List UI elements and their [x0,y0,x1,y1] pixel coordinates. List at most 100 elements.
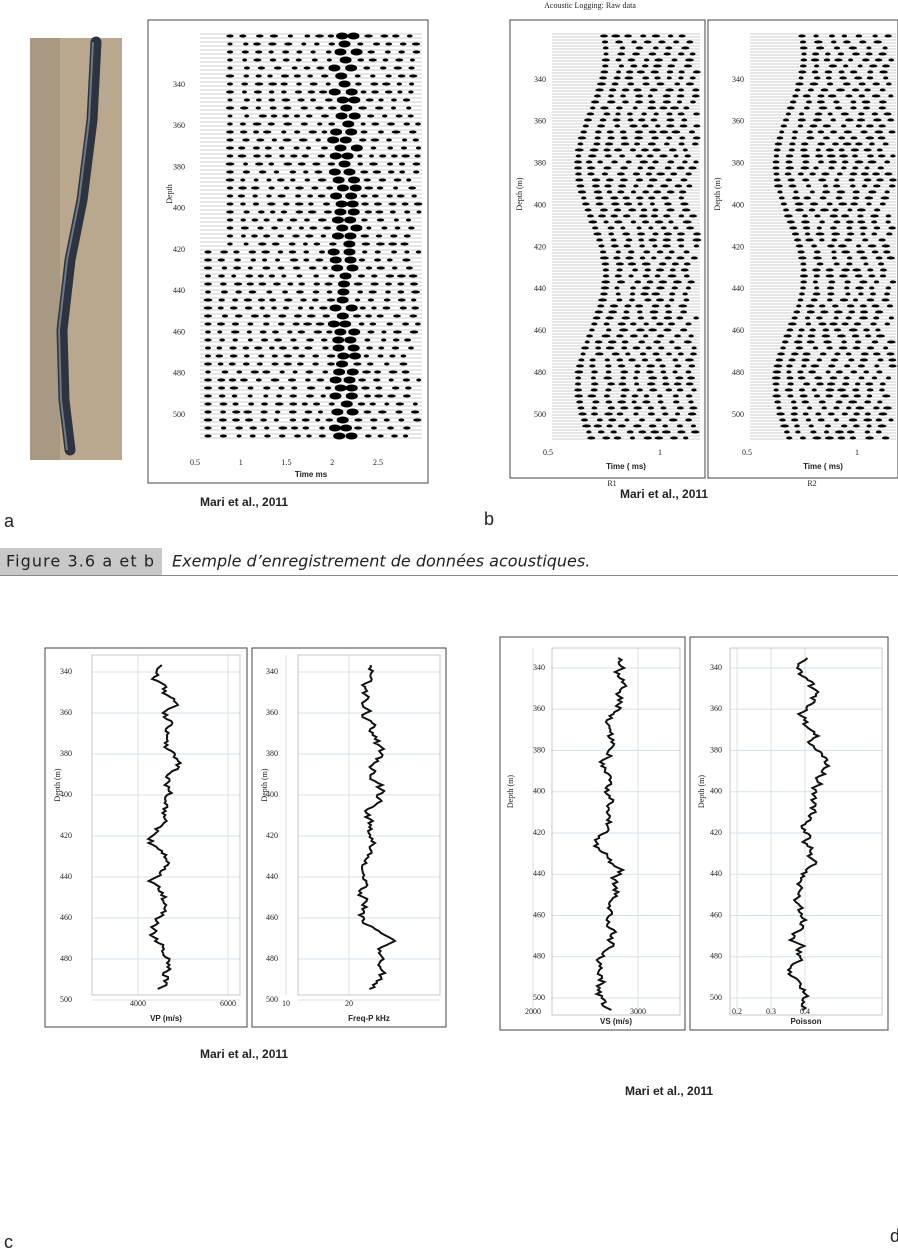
wavelet [204,322,212,326]
wavelet [678,244,685,248]
wavelet [600,70,609,74]
wavelet [786,436,793,440]
wavelet [293,74,302,78]
wavelet [605,178,614,182]
wavelet [661,196,669,200]
wavelet [261,402,268,406]
wavelet [693,112,700,116]
wavelet [344,256,357,264]
wavelet [797,376,806,380]
wavelet [372,170,382,174]
y-tick-label: 380 [534,159,546,168]
wavelet [240,218,247,222]
wavelet [244,418,254,422]
wavelet [317,178,327,182]
wavelet [283,186,290,190]
wavelet [264,146,272,150]
wavelet [368,58,377,62]
wavelet [361,202,369,206]
wavelet [261,258,268,262]
wavelet [393,178,402,182]
wavelet [643,322,649,326]
wavelet [355,82,362,86]
wavelet [576,184,585,188]
wavelet [287,282,294,286]
wavelet [859,226,868,230]
wavelet [412,162,421,166]
wavelet [659,364,666,368]
wavelet [689,214,697,218]
wavelet [227,42,233,46]
wavelet [841,340,847,344]
wavelet [679,136,686,140]
wavelet [691,94,700,98]
wavelet [801,220,810,224]
wavelet [371,90,379,94]
wavelet [607,340,617,344]
y-tick-label: 340 [732,75,744,84]
y-tick-label: 400 [60,790,72,799]
wavelet [888,226,896,230]
wavelet [648,328,658,332]
wavelet [243,74,250,78]
wavelet [287,378,297,382]
wavelet [242,362,250,366]
wavelet [398,418,405,422]
wavelet [831,256,837,260]
wavelet [689,76,696,80]
wavelet [301,402,308,406]
wavelet [654,274,661,278]
wavelet [828,364,836,368]
wavelet [409,314,418,318]
wavelet [307,210,317,214]
wavelet [640,208,648,212]
wavelet [673,400,680,404]
wavelet [870,214,879,218]
wavelet [340,104,353,112]
wavelet [687,412,697,416]
wavelet [685,286,692,290]
wavelet [252,146,260,150]
wavelet [360,234,370,238]
wavelet [819,352,827,356]
wavelet [204,346,212,350]
wavelet [328,64,341,72]
wavelet [639,160,649,164]
wavelet [884,190,890,194]
wavelet [692,136,701,140]
wavelet [204,410,212,414]
wavelet [391,346,400,350]
wavelet [336,96,349,104]
wavelet [628,208,637,212]
wavelet [283,354,293,358]
wavelet [618,382,627,386]
wavelet [597,430,605,434]
wavelet [879,70,888,74]
wavelet [255,34,264,38]
wavelet [861,100,871,104]
wavelet [814,376,823,380]
wavelet [606,424,613,428]
wavelet [626,112,633,116]
wavelet [232,298,239,302]
wavelet [848,310,856,314]
y-tick-label: 380 [710,745,722,754]
wavelet [312,362,319,366]
wavelet [884,322,891,326]
wavelet [877,424,887,428]
wavelet [577,136,587,140]
wavelet [863,262,869,266]
wavelet [361,218,368,222]
wavelet [672,394,679,398]
wavelet [327,362,335,366]
wavelet [204,426,212,430]
wavelet [639,418,645,422]
wavelet [311,186,319,190]
wavelet [296,274,303,278]
wavelet [379,66,387,70]
wavelet [604,412,613,416]
wavelet [611,202,620,206]
wavelet [683,274,690,278]
